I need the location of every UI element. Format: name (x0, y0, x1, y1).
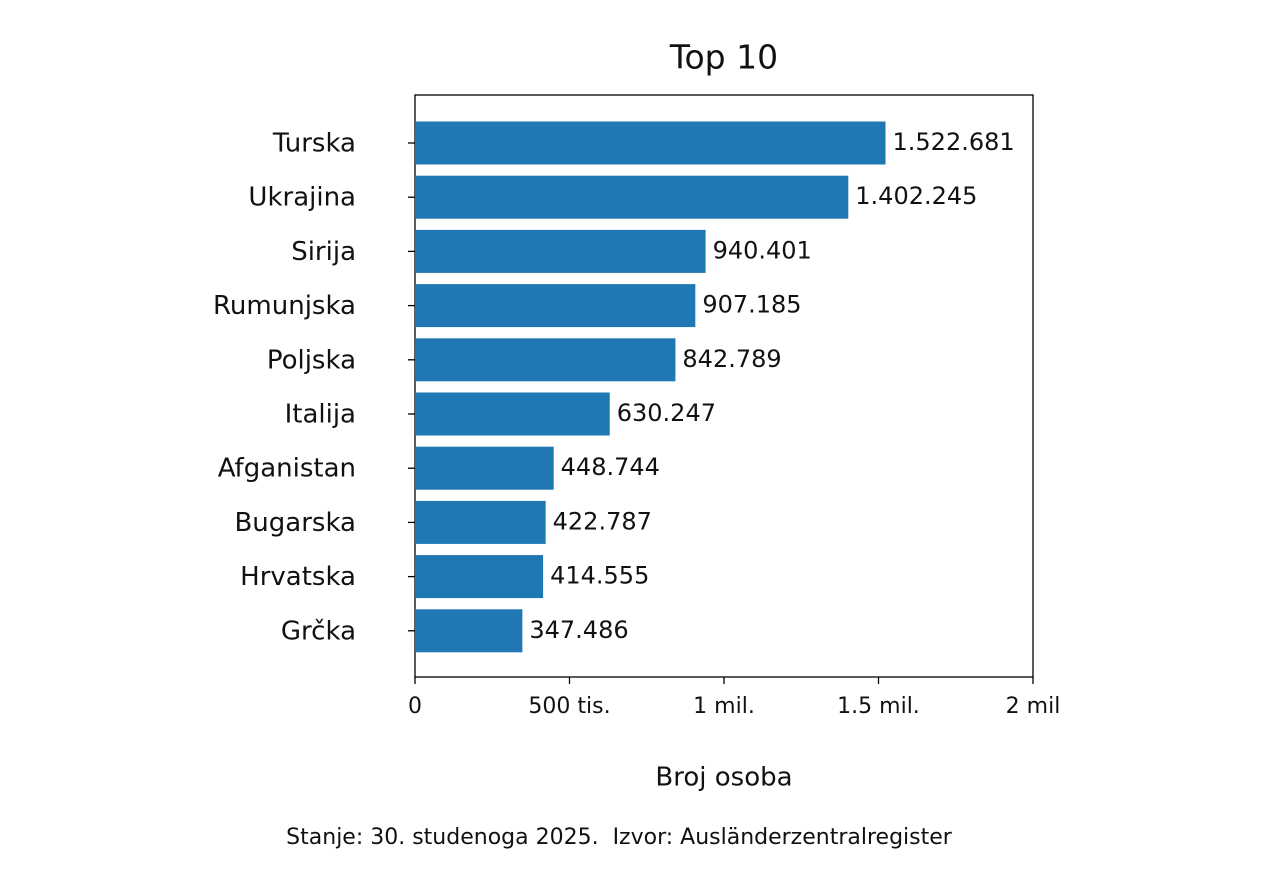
y-tick-label: Sirija (291, 237, 356, 267)
value-label: 940.401 (713, 236, 812, 264)
bar (415, 284, 696, 328)
chart-title: Top 10 (669, 38, 778, 77)
x-tick-label: 500 tis. (528, 694, 610, 719)
value-label: 842.789 (682, 345, 781, 373)
y-tick-label: Hrvatska (240, 562, 356, 592)
y-tick-label: Bugarska (234, 508, 356, 538)
bar (415, 121, 886, 165)
x-tick-label: 0 (408, 694, 422, 719)
bar (415, 609, 523, 653)
value-label: 907.185 (702, 291, 801, 319)
x-tick-label: 1 mil. (693, 694, 755, 719)
bar (415, 229, 706, 273)
value-label: 1.402.245 (855, 182, 977, 210)
y-tick-label: Turska (272, 129, 356, 159)
y-tick-label: Afganistan (218, 454, 356, 484)
x-tick-label: 2 mil (1006, 694, 1061, 719)
y-tick-label: Grčka (281, 616, 356, 646)
bar (415, 338, 676, 382)
x-tick-label: 1.5 mil. (837, 694, 920, 719)
value-label: 422.787 (553, 507, 652, 535)
value-label: 347.486 (529, 616, 628, 644)
value-label: 448.744 (561, 453, 660, 481)
value-label: 414.555 (550, 562, 649, 590)
bar (415, 446, 554, 490)
y-tick-label: Ukrajina (248, 183, 356, 213)
x-axis-label: Broj osoba (655, 763, 792, 793)
bar (415, 392, 610, 436)
y-tick-label: Italija (285, 400, 356, 430)
footnote: Stanje: 30. studenoga 2025. Izvor: Auslä… (286, 825, 953, 850)
bar (415, 555, 544, 599)
value-label: 1.522.681 (893, 128, 1015, 156)
bar (415, 175, 849, 219)
bar (415, 500, 546, 544)
value-label: 630.247 (617, 399, 716, 427)
y-tick-label: Rumunjska (213, 291, 356, 321)
y-tick-label: Poljska (267, 345, 356, 375)
